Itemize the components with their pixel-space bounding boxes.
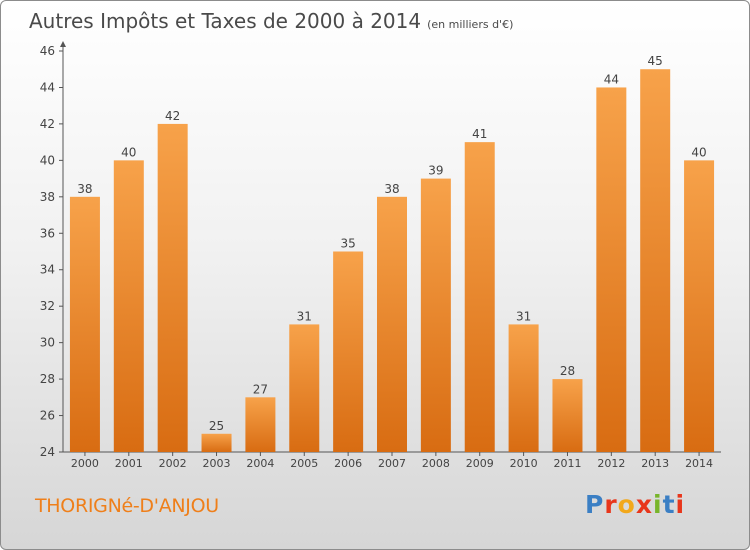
x-tick-label: 2013 xyxy=(641,457,669,470)
x-tick-label: 2005 xyxy=(290,457,318,470)
x-tick-label: 2010 xyxy=(510,457,538,470)
data-label: 40 xyxy=(691,145,706,159)
brand-letter: i xyxy=(675,490,686,519)
bar xyxy=(684,160,715,452)
bar xyxy=(552,379,583,452)
bar xyxy=(69,196,100,452)
brand-letter: r xyxy=(604,490,618,519)
x-tick-label: 2009 xyxy=(466,457,494,470)
data-label: 45 xyxy=(648,54,663,68)
bar xyxy=(464,142,495,453)
brand-letter: P xyxy=(585,490,605,519)
brand-letter: o xyxy=(617,490,636,519)
x-tick-label: 2003 xyxy=(203,457,231,470)
data-label: 42 xyxy=(165,109,180,123)
bar xyxy=(201,433,232,452)
data-label: 41 xyxy=(472,127,487,141)
x-tick-label: 2000 xyxy=(71,457,99,470)
y-tick-label: 38 xyxy=(40,190,55,204)
bar xyxy=(596,87,627,453)
y-tick-label: 46 xyxy=(40,44,55,58)
data-label: 39 xyxy=(428,164,443,178)
bar xyxy=(157,123,188,452)
y-tick-label: 44 xyxy=(40,80,55,94)
x-tick-label: 2011 xyxy=(553,457,581,470)
data-label: 44 xyxy=(604,72,619,86)
data-label: 25 xyxy=(209,419,224,433)
title-text: Autres Impôts et Taxes de 2000 à 2014 xyxy=(29,9,422,33)
brand-letter: i xyxy=(653,490,663,519)
data-label: 35 xyxy=(340,237,355,251)
brand-logo: Proxiti xyxy=(585,490,685,519)
data-label: 31 xyxy=(297,309,312,323)
brand-letter: x xyxy=(635,490,653,519)
bar xyxy=(289,324,320,452)
y-tick-label: 26 xyxy=(40,409,55,423)
brand-letter: t xyxy=(662,490,676,519)
x-tick-label: 2001 xyxy=(115,457,143,470)
bar xyxy=(508,324,539,452)
y-tick-label: 28 xyxy=(40,372,55,386)
chart-title: Autres Impôts et Taxes de 2000 à 2014 (en… xyxy=(29,9,513,33)
y-tick-label: 32 xyxy=(40,299,55,313)
bar xyxy=(245,397,276,452)
bar xyxy=(420,178,451,452)
y-tick-label: 42 xyxy=(40,117,55,131)
y-axis-arrow xyxy=(60,41,66,47)
location-label: THORIGNé-D'ANJOU xyxy=(35,495,219,517)
bar xyxy=(113,160,144,452)
data-label: 27 xyxy=(253,382,268,396)
data-label: 28 xyxy=(560,364,575,378)
bar xyxy=(640,69,671,453)
bar xyxy=(377,196,407,452)
bar xyxy=(333,251,364,452)
x-tick-label: 2014 xyxy=(685,457,713,470)
data-label: 31 xyxy=(516,309,531,323)
y-tick-label: 30 xyxy=(40,336,55,350)
y-tick-label: 34 xyxy=(40,263,55,277)
y-tick-label: 24 xyxy=(40,445,55,459)
x-tick-label: 2002 xyxy=(159,457,187,470)
data-label: 38 xyxy=(77,182,92,196)
x-tick-label: 2006 xyxy=(334,457,362,470)
y-tick-label: 36 xyxy=(40,226,55,240)
data-label: 40 xyxy=(121,145,136,159)
title-unit: (en milliers d'€) xyxy=(427,18,514,31)
y-tick-label: 40 xyxy=(40,153,55,167)
x-tick-label: 2004 xyxy=(246,457,274,470)
data-label: 38 xyxy=(384,182,399,196)
x-tick-label: 2012 xyxy=(597,457,625,470)
x-tick-label: 2007 xyxy=(378,457,406,470)
x-tick-label: 2008 xyxy=(422,457,450,470)
